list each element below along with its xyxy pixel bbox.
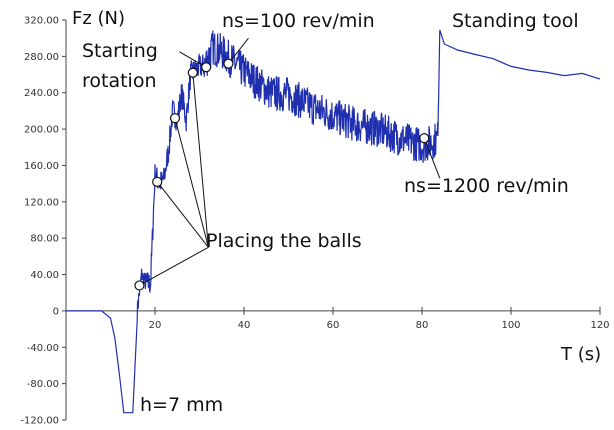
annotation-marker	[134, 280, 145, 291]
y-tick-label: 280.00	[24, 52, 59, 63]
annotation-h-7mm: h=7 mm	[140, 394, 223, 416]
leader-line	[179, 51, 207, 68]
y-axis-title: Fz (N)	[72, 8, 125, 29]
y-tick-label: 120.00	[24, 197, 59, 208]
annotation-markers	[134, 58, 430, 291]
annotation-rotation: rotation	[82, 70, 157, 92]
annotation-marker	[201, 62, 212, 73]
x-tick-label: 120	[590, 320, 609, 331]
y-tick-label: 0	[53, 306, 59, 317]
y-tick-label: -40.00	[27, 343, 59, 354]
annotation-marker	[152, 176, 163, 187]
x-tick-label: 60	[327, 320, 340, 331]
y-tick-label: -120.00	[20, 416, 59, 427]
annotation-marker	[187, 67, 198, 78]
y-tick-label: 200.00	[24, 125, 59, 136]
x-tick-label: 80	[416, 320, 429, 331]
x-tick-label: 40	[238, 320, 251, 331]
annotation-marker	[223, 58, 234, 69]
annotation-marker	[419, 133, 430, 144]
annotation-standing-tool: Standing tool	[452, 10, 579, 32]
x-tick-label: 20	[149, 320, 162, 331]
leader-line	[139, 246, 209, 286]
annotation-ns-1200: ns=1200 rev/min	[404, 175, 569, 197]
leader-line	[156, 181, 209, 248]
annotation-starting: Starting	[82, 40, 158, 62]
leader-line	[192, 72, 209, 248]
annotation-placing-balls: Placing the balls	[206, 230, 362, 252]
y-tick-label: 240.00	[24, 88, 59, 99]
y-tick-label: 80.00	[30, 234, 59, 245]
x-axis-title: T (s)	[560, 344, 601, 365]
annotation-ns-100: ns=100 rev/min	[222, 10, 375, 32]
y-tick-label: 320.00	[24, 16, 59, 27]
leader-line	[174, 118, 209, 248]
y-tick-label: 160.00	[24, 161, 59, 172]
annotation-marker	[169, 113, 181, 124]
force-series-line	[66, 29, 601, 414]
leader-line	[423, 138, 441, 179]
y-tick-label: 40.00	[30, 270, 59, 281]
x-tick-label: 100	[501, 320, 520, 331]
annotation-leader-lines	[139, 37, 441, 286]
y-tick-label: -80.00	[27, 379, 59, 390]
leader-line	[228, 37, 249, 64]
y-axis-ticks: -120.00 -80.00 -40.00 0 40.00 80.00 120.00 160.…	[20, 16, 66, 427]
